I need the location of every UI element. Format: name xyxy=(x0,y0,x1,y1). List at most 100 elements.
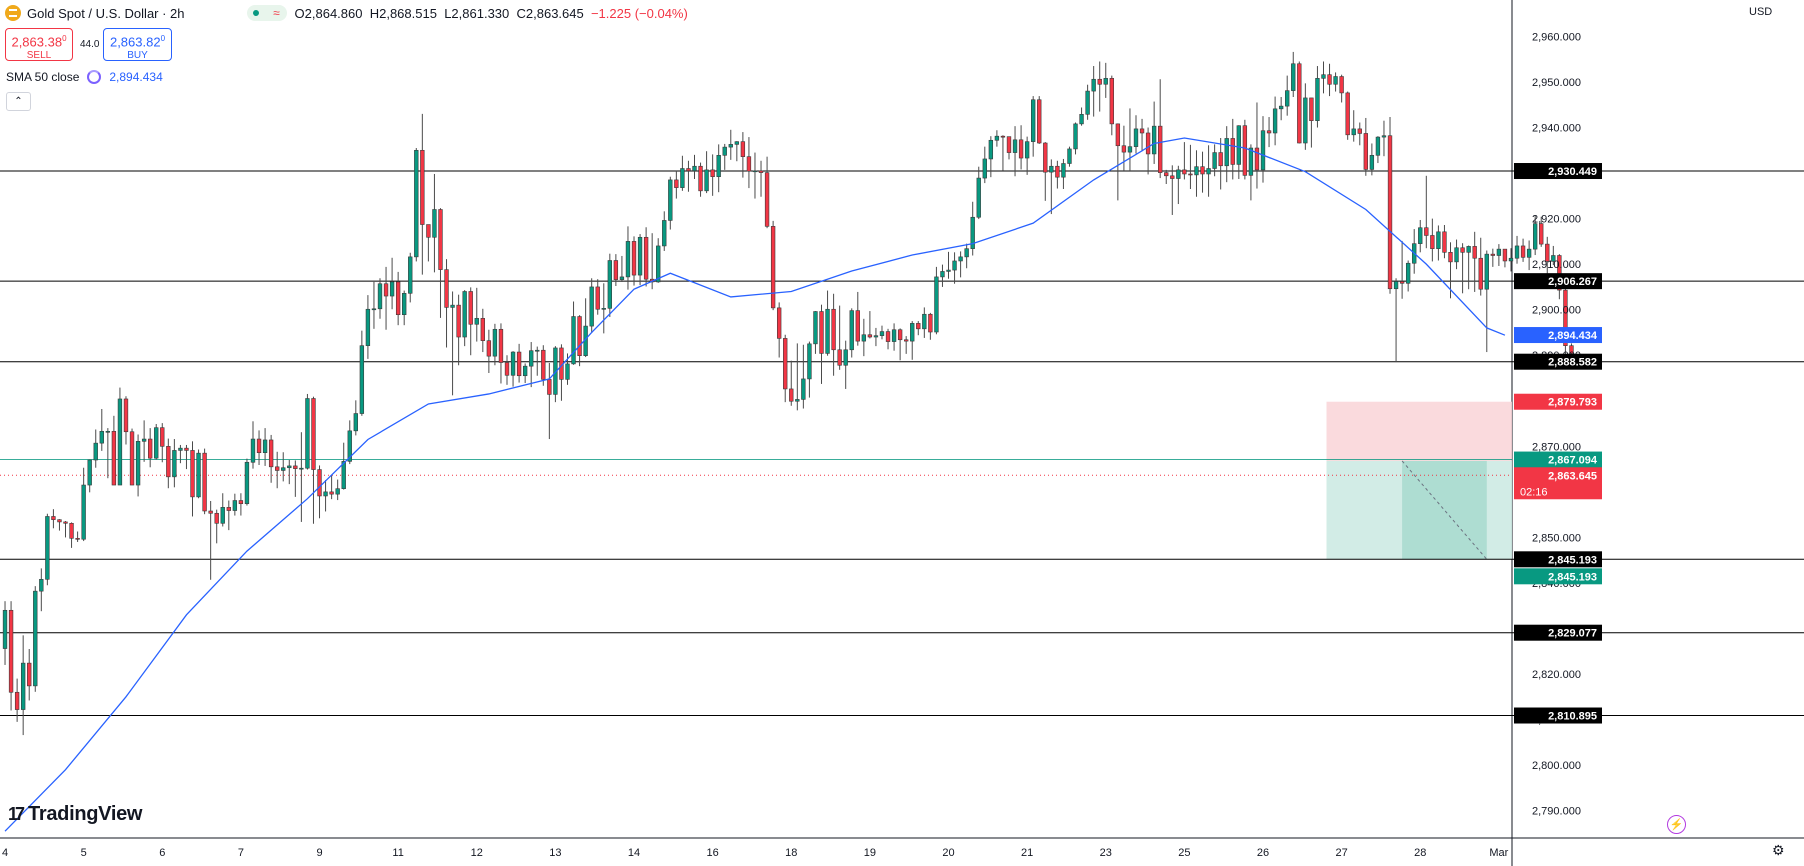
target-price-tag: 2,845.193 xyxy=(1514,568,1602,585)
time-axis[interactable]: 4 5 6 7 9 11 12 13 14 16 18 19 20 21 23 25 26 27 28 Mar xyxy=(2,847,1509,859)
candle-body xyxy=(1115,123,1121,147)
candle xyxy=(474,287,479,342)
market-status-button[interactable]: ≈ xyxy=(246,5,287,21)
candle-body xyxy=(916,323,921,330)
price-tags: 2,930.449 2,906.267 2,888.582 2,845.193 2,82… xyxy=(1514,163,1602,724)
price-tick-label: 2,790.000 xyxy=(1532,806,1581,818)
candle-body xyxy=(746,156,752,172)
candle-body xyxy=(680,168,685,188)
candle-body xyxy=(438,209,443,270)
candle xyxy=(262,428,268,466)
candle xyxy=(1532,215,1538,256)
candle-body xyxy=(934,276,939,333)
candle xyxy=(964,243,969,269)
candle-body xyxy=(1514,245,1520,259)
candle xyxy=(1188,144,1193,190)
candle xyxy=(1520,238,1526,262)
candle xyxy=(1539,216,1544,247)
candle xyxy=(976,166,981,220)
candle xyxy=(1436,225,1441,261)
candle-body xyxy=(93,442,98,461)
buy-button[interactable]: 2,863.820 BUY xyxy=(103,28,172,61)
candle-body xyxy=(33,590,38,687)
candle-body xyxy=(1393,281,1399,290)
candle-body xyxy=(758,170,764,173)
candle xyxy=(601,283,606,334)
candle-body xyxy=(1387,135,1393,290)
candle-body xyxy=(1031,99,1036,142)
candle-body xyxy=(1333,76,1338,85)
level-price-tag-text: 2,888.582 xyxy=(1548,357,1597,369)
buy-price: 2,863.82 xyxy=(109,34,161,50)
price-tick-label: 2,820.000 xyxy=(1532,669,1581,681)
candle xyxy=(613,254,619,287)
candle-body xyxy=(129,431,135,486)
gear-icon[interactable]: ⚙ xyxy=(1772,842,1785,858)
candle-body xyxy=(686,168,691,172)
candle-body xyxy=(111,430,117,486)
time-tick-label: 9 xyxy=(316,847,322,859)
candle xyxy=(885,328,891,350)
price-axis[interactable]: 2,790.0002,800.0002,810.0002,820.0002,83… xyxy=(1532,31,1581,817)
last-price-tag-countdown: 02:16 xyxy=(1520,486,1548,498)
last-price-tag-text: 2,863.645 xyxy=(1548,470,1597,482)
candle xyxy=(825,290,830,356)
candle-body xyxy=(178,447,183,451)
candle xyxy=(232,493,238,516)
candle xyxy=(1369,143,1375,176)
price-tick-label: 2,920.000 xyxy=(1532,214,1581,226)
candle-body xyxy=(456,304,461,338)
candle-body xyxy=(14,691,20,710)
candle-body xyxy=(565,363,570,380)
candle-body xyxy=(202,452,207,512)
candle-body xyxy=(353,413,358,432)
candle xyxy=(619,255,625,282)
indicator-legend[interactable]: SMA 50 close 2,894.434 xyxy=(6,70,163,84)
candle-body xyxy=(625,241,631,278)
candle-body xyxy=(1006,136,1012,153)
candle xyxy=(783,334,788,403)
candle-body xyxy=(885,331,891,342)
candle-body xyxy=(631,241,637,276)
flash-icon[interactable]: ⚡ xyxy=(1667,815,1686,834)
candle xyxy=(395,271,401,326)
price-tick-label: 2,870.000 xyxy=(1532,441,1581,453)
candle xyxy=(190,441,195,517)
position-path-line xyxy=(1401,460,1488,560)
candle-body xyxy=(492,328,498,357)
collapse-legend-button[interactable]: ⌃ xyxy=(6,92,31,111)
candle xyxy=(1194,150,1199,197)
candle xyxy=(752,152,758,199)
candle-body xyxy=(595,286,600,310)
candle-body xyxy=(1079,114,1084,125)
candle xyxy=(1164,169,1169,184)
candle-body xyxy=(1242,125,1248,176)
candle-body xyxy=(371,308,377,311)
candle xyxy=(1490,248,1496,267)
candle-body xyxy=(57,519,62,523)
candle xyxy=(1224,126,1229,183)
tradingview-logo[interactable]: 17 TradingView xyxy=(8,803,142,826)
candle-body xyxy=(704,169,709,192)
level-price-tag-bg xyxy=(1514,624,1602,641)
candle xyxy=(510,351,516,387)
target-price-tag-text: 2,845.193 xyxy=(1548,571,1597,583)
sell-button[interactable]: 2,863.380 SELL xyxy=(5,28,73,61)
candle-body xyxy=(716,155,721,178)
candle-body xyxy=(287,465,292,469)
candle-body xyxy=(637,236,643,276)
candle xyxy=(341,442,346,490)
candle-body xyxy=(1055,165,1060,178)
candle xyxy=(1200,151,1205,193)
candle xyxy=(1230,118,1235,180)
currency-label[interactable]: USD xyxy=(1749,6,1773,18)
chart-header: Gold Spot / U.S. Dollar · 2h ≈ O2,864.86… xyxy=(0,0,688,26)
change-value: −1.225 (−0.04%) xyxy=(590,5,688,21)
candle-body xyxy=(1067,148,1072,164)
candle xyxy=(577,315,582,367)
candle xyxy=(498,323,504,384)
candle-body xyxy=(910,323,915,342)
symbol-title[interactable]: Gold Spot / U.S. Dollar · 2h xyxy=(27,5,185,21)
time-tick-label: 21 xyxy=(1021,847,1033,859)
